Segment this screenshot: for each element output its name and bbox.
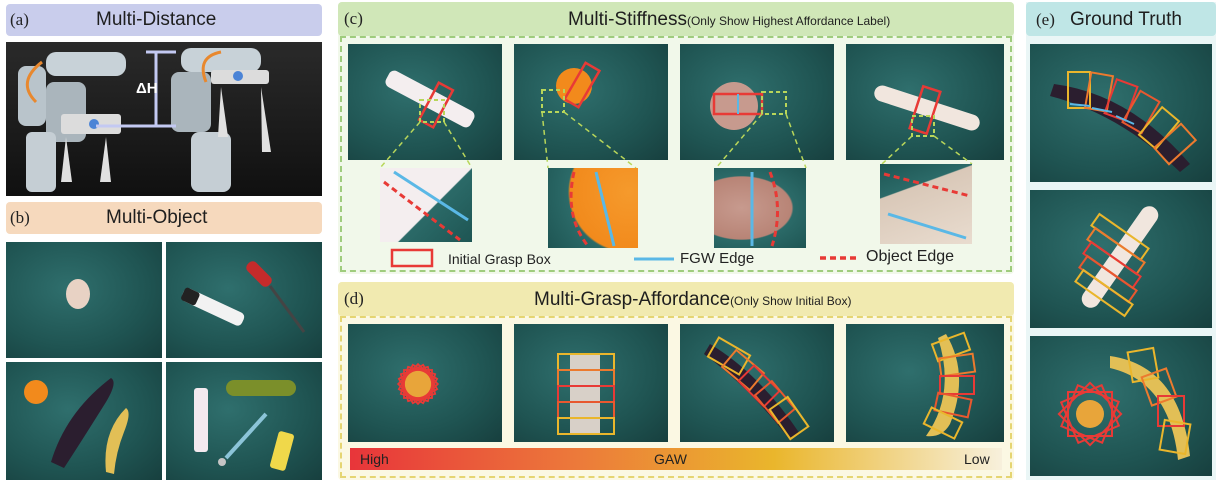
photo-egg	[6, 242, 162, 358]
panel-b-header	[6, 202, 322, 234]
panel-d-header	[338, 282, 1014, 316]
panel-d: (d) Multi-Grasp-Affordance(Only Show Ini…	[338, 282, 1014, 480]
panel-c-letter: (c)	[344, 9, 363, 28]
stiffness-photo-apple	[680, 44, 834, 160]
panel-c-subtitle: (Only Show Highest Affordance Label)	[686, 14, 891, 28]
gaw-gradient-bar	[350, 448, 1002, 470]
gaw-high-label: High	[360, 451, 389, 467]
affordance-photo-box	[514, 324, 668, 442]
stiffness-photo-rolling-pin	[846, 44, 1004, 160]
panel-e-header	[1026, 2, 1216, 36]
panel-c-dashed-border	[340, 36, 1012, 272]
zoom-crop-apple	[714, 168, 806, 248]
panel-b-letter: (b)	[10, 208, 30, 227]
panel-d-title-main: Multi-Grasp-Affordance	[534, 289, 731, 310]
panel-d-letter: (d)	[344, 289, 364, 308]
photo-eggplant-banana	[6, 362, 162, 480]
panel-c: (c) Multi-Stiffness(Only Show Highest Af…	[338, 2, 1014, 274]
legend-fgw-edge: FGW Edge	[680, 250, 755, 267]
panel-d-dashed-border	[340, 316, 1012, 478]
gaw-center-label: GAW	[654, 451, 687, 467]
panel-d-title: Multi-Grasp-Affordance(Only Show Initial…	[534, 289, 851, 311]
panel-b: (b) Multi-Object	[6, 202, 322, 480]
panel-e-letter: (e)	[1036, 10, 1055, 29]
legend-initial-grasp-box: Initial Grasp Box	[448, 251, 551, 267]
panel-a-title: Multi-Distance	[96, 9, 217, 30]
panel-a: (a) Multi-Distance	[6, 4, 322, 196]
stiffness-photo-tube	[348, 44, 502, 160]
ground-truth-eggplant	[1030, 44, 1212, 182]
photo-marker-screwdriver	[166, 242, 322, 358]
panel-c-header	[338, 2, 1014, 36]
affordance-photo-eggplant	[680, 324, 834, 442]
panel-c-title: Multi-Stiffness(Only Show Highest Afford…	[568, 9, 890, 31]
photo-tube-pepper-tools	[166, 362, 322, 480]
panel-d-subtitle: (Only Show Initial Box)	[730, 294, 852, 308]
zoom-crop-tube	[380, 168, 472, 242]
gaw-low-label: Low	[964, 451, 990, 467]
panel-a-letter: (a)	[10, 10, 29, 29]
robot-photo: ΔH	[6, 42, 322, 196]
zoom-crop-orange	[548, 168, 638, 248]
stiffness-photo-orange	[514, 44, 668, 160]
ground-truth-rolling-pin	[1030, 190, 1212, 328]
zoom-crop-rolling-pin	[880, 164, 972, 244]
ground-truth-ball-banana	[1030, 336, 1212, 476]
panel-e-title: Ground Truth	[1070, 9, 1182, 30]
affordance-photo-banana	[846, 324, 1004, 442]
panel-b-title: Multi-Object	[106, 207, 208, 228]
panel-a-header	[6, 4, 322, 36]
legend-object-edge: Object Edge	[866, 248, 955, 265]
panel-c-title-main: Multi-Stiffness	[568, 9, 687, 30]
robot-illustration	[18, 48, 271, 192]
delta-h-label: ΔH	[136, 80, 158, 97]
affordance-photo-ball	[348, 324, 502, 442]
panel-e: (e) Ground Truth	[1026, 2, 1216, 480]
